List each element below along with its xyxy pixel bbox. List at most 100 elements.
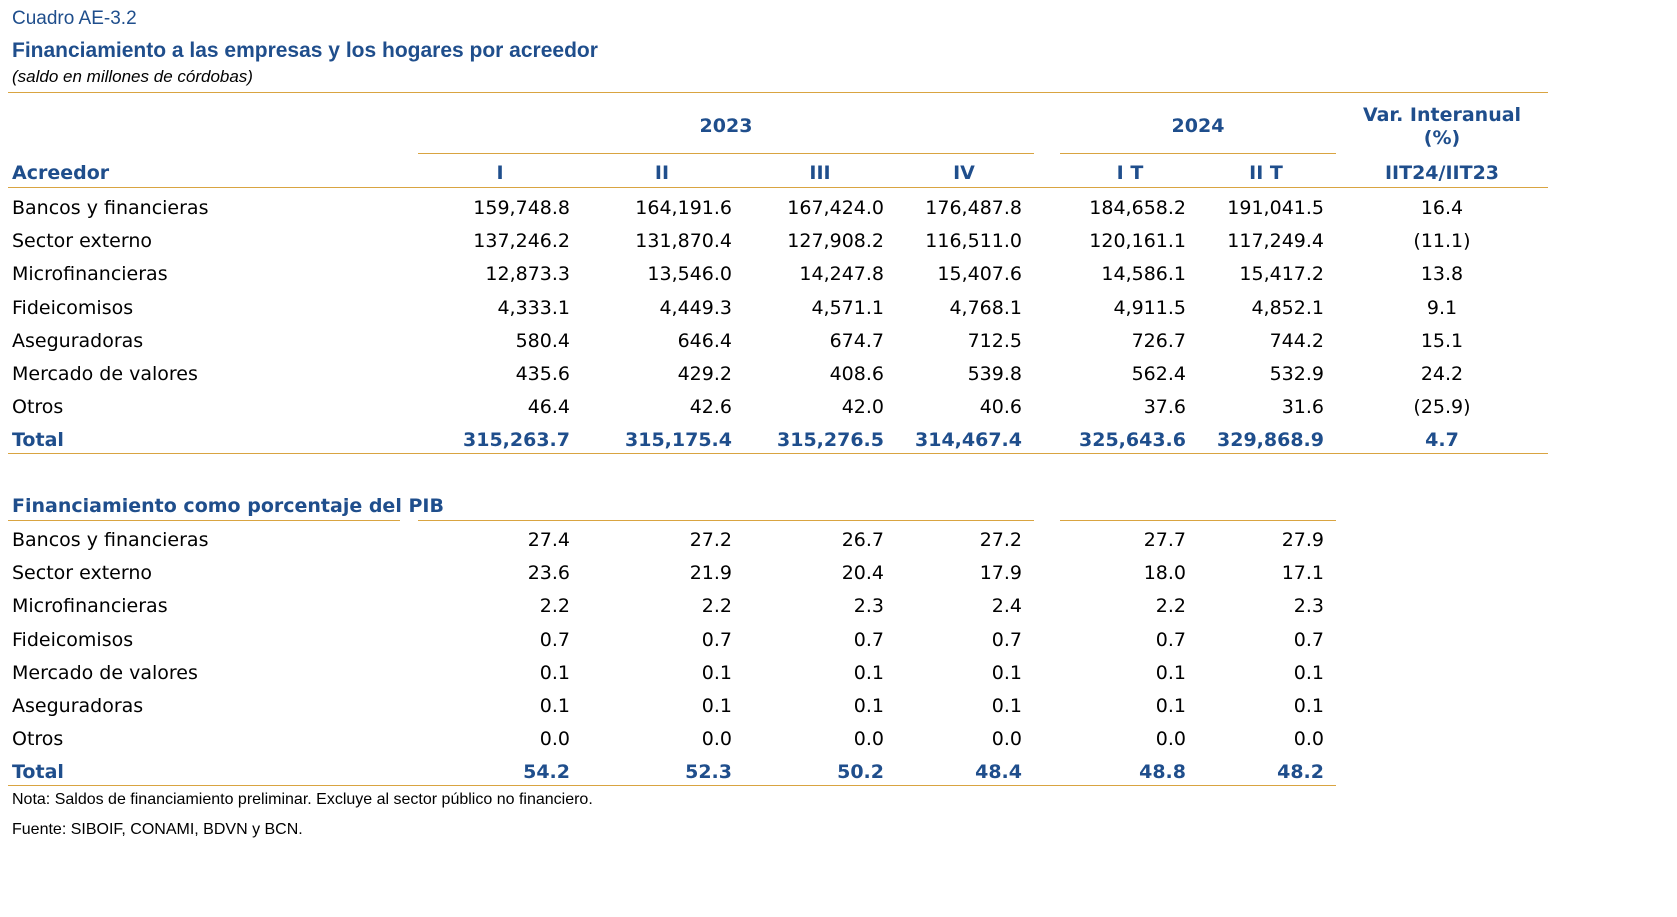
cell-2024-IT: 562.4 [1131,363,1186,385]
cell-2023-I: 23.6 [527,562,570,585]
cell-2024-IT: 37.6 [1143,396,1186,419]
year-2024-rule [1060,153,1336,154]
cell-2023-III: 0.1 [853,661,884,684]
cell-2023-I: 580.4 [515,329,570,352]
cell-2023-III: 408.6 [829,363,884,385]
cell-2023-III: 0.0 [853,728,884,751]
cell-2024-IT: 14,586.1 [1101,263,1186,286]
cell-2023-III: 2.3 [853,595,884,618]
table1-bottom-rule [8,453,1548,454]
cell-2024-IIT: 0.1 [1293,661,1324,684]
cell-2023-III: 20.4 [841,562,884,585]
col-header-2023-II: II [654,162,670,184]
var-header-line1: Var. Interanual [1362,104,1522,126]
cell-var-interanual: 4.7 [1425,429,1459,452]
cell-2023-II: 315,175.4 [625,429,732,452]
cell-2024-IIT: 0.1 [1293,695,1324,717]
cell-2023-I: 2.2 [539,595,570,618]
col-header-var: IIT24/IIT23 [1384,162,1500,184]
cell-2023-II: 0.0 [701,728,732,751]
cell-2023-II: 21.9 [689,562,732,585]
cell-2023-III: 0.7 [853,628,884,651]
cell-2023-IV: 40.6 [979,396,1022,419]
row-label: Bancos y financieras [12,529,209,551]
cell-2024-IIT: 744.2 [1269,329,1324,352]
col-header-2024-IIT: II T [1249,162,1283,184]
cell-2023-III: 0.1 [853,695,884,717]
cell-2024-IT: 48.8 [1139,761,1186,784]
row-label: Mercado de valores [12,363,198,385]
cell-2024-IT: 18.0 [1143,562,1186,585]
cell-2024-IIT: 0.7 [1293,628,1324,651]
pib-2024-rule [1060,520,1336,521]
cell-2023-IV: 0.1 [991,695,1022,717]
cell-2023-IV: 539.8 [967,363,1022,385]
cell-2024-IIT: 117,249.4 [1227,230,1324,253]
source-text: Fuente: SIBOIF, CONAMI, BDVN y BCN. [12,821,303,838]
cell-2023-I: 12,873.3 [485,263,570,286]
cell-2023-II: 0.7 [701,628,732,651]
cell-2023-I: 0.1 [539,695,570,717]
cell-2023-III: 26.7 [841,529,884,551]
cell-2024-IIT: 15,417.2 [1239,263,1324,286]
cell-2023-III: 674.7 [829,329,884,352]
header-rule [8,187,1548,188]
cell-2023-I: 46.4 [527,396,570,419]
cell-2023-III: 50.2 [837,761,884,784]
cell-2023-II: 27.2 [689,529,732,551]
cell-2023-I: 0.0 [539,728,570,751]
cell-2023-IV: 0.0 [991,728,1022,751]
row-label: Bancos y financieras [12,197,209,219]
cell-2023-IV: 0.1 [991,661,1022,684]
col-header-2024-IT: I T [1116,162,1144,184]
cell-2023-IV: 712.5 [967,329,1022,352]
cell-2024-IT: 726.7 [1131,329,1186,352]
cell-2024-IIT: 191,041.5 [1227,197,1324,219]
cell-2023-II: 52.3 [685,761,732,784]
cell-var-interanual: 9.1 [1426,296,1458,319]
cell-2023-II: 646.4 [677,329,732,352]
cell-2024-IIT: 0.0 [1293,728,1324,751]
cell-var-interanual: 15.1 [1420,329,1464,352]
cell-2023-II: 164,191.6 [635,197,732,219]
cell-2023-IV: 116,511.0 [925,230,1022,253]
row-label: Aseguradoras [12,329,144,352]
pib-2023-rule [418,520,1034,521]
cell-2023-I: 27.4 [527,529,570,551]
acreedor-header: Acreedor [12,162,110,184]
cell-2023-IV: 27.2 [979,529,1022,551]
cell-2023-I: 54.2 [523,761,570,784]
cell-2023-II: 0.1 [701,695,732,717]
cell-2023-III: 4,571.1 [811,296,884,319]
col-header-2023-III: III [809,162,831,184]
cell-2024-IT: 4,911.5 [1113,296,1186,319]
cell-var-interanual: (25.9) [1413,396,1471,419]
cell-2023-II: 4,449.3 [659,296,732,319]
cell-2023-II: 131,870.4 [635,230,732,253]
pib-heading-rule [8,520,400,521]
cell-var-interanual: (11.1) [1413,230,1471,253]
cell-2023-III: 14,247.8 [799,263,884,286]
cell-2023-II: 42.6 [689,396,732,419]
cell-2023-III: 167,424.0 [787,197,884,219]
cell-2023-IV: 4,768.1 [949,296,1022,319]
cell-2024-IIT: 329,868.9 [1217,429,1324,452]
row-label: Microfinancieras [12,263,168,286]
cell-2024-IT: 27.7 [1143,529,1186,551]
cell-2024-IT: 120,161.1 [1089,230,1186,253]
note-text: Nota: Saldos de financiamiento prelimina… [12,791,593,808]
cell-2023-II: 2.2 [701,595,732,618]
total-label: Total [12,429,64,452]
cell-2024-IIT: 31.6 [1281,396,1324,419]
table-title: Financiamiento a las empresas y los hoga… [12,39,598,62]
cell-2024-IT: 0.7 [1155,628,1186,651]
cell-2023-I: 0.1 [539,661,570,684]
cell-2023-I: 137,246.2 [473,230,570,253]
cell-2024-IT: 0.1 [1155,661,1186,684]
pib-section-heading: Financiamiento como porcentaje del PIB [12,495,444,517]
year-2023-header: 2023 [699,115,753,137]
cell-2023-III: 315,276.5 [777,429,884,452]
cell-2023-III: 42.0 [841,396,884,419]
total-label: Total [12,761,64,784]
row-label: Fideicomisos [12,296,134,319]
